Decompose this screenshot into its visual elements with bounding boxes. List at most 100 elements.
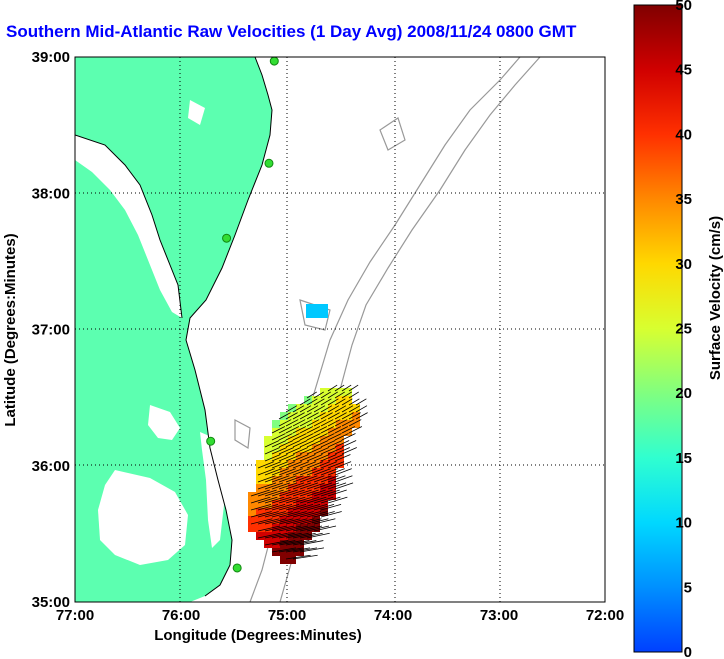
velocity-vector xyxy=(299,525,323,532)
velocity-vector xyxy=(257,503,279,511)
velocity-vector xyxy=(271,503,293,511)
velocity-vector xyxy=(327,433,342,441)
velocity-vector xyxy=(278,440,294,448)
velocity-vector xyxy=(355,412,368,420)
velocity-vector xyxy=(327,461,345,469)
velocity-vector xyxy=(257,525,281,532)
velocity-vector xyxy=(278,503,300,511)
velocity-cell xyxy=(264,476,272,484)
velocity-vector xyxy=(320,503,342,511)
velocity-cell xyxy=(304,452,312,460)
velocity-vector xyxy=(320,447,336,455)
velocity-cell xyxy=(336,436,344,444)
velocity-vector xyxy=(327,489,347,497)
velocity-cell xyxy=(312,500,320,508)
velocity-vector xyxy=(257,518,280,525)
velocity-cell xyxy=(288,548,296,556)
velocity-vector xyxy=(306,419,320,427)
velocity-vector xyxy=(334,398,346,406)
colorbar-tick-label: 50 xyxy=(675,0,692,14)
velocity-vector xyxy=(313,496,334,504)
velocity-vector xyxy=(299,532,323,539)
velocity-vector xyxy=(292,532,316,539)
velocity-vector xyxy=(341,433,356,441)
velocity-vector xyxy=(285,503,307,511)
velocity-vector xyxy=(264,540,289,546)
velocity-cell xyxy=(256,524,264,532)
velocity-vector xyxy=(341,398,353,406)
velocity-vector xyxy=(271,461,289,469)
velocity-cell xyxy=(304,484,312,492)
velocity-vector xyxy=(257,489,277,497)
velocity-vector xyxy=(271,518,294,525)
velocity-vector xyxy=(264,447,280,455)
velocity-vector xyxy=(313,482,333,490)
velocity-vector xyxy=(292,503,314,511)
velocity-cell xyxy=(312,452,320,460)
velocity-vector xyxy=(264,503,286,511)
velocity-vector xyxy=(348,412,361,420)
velocity-vector xyxy=(334,412,347,420)
velocity-cell xyxy=(280,436,288,444)
velocity-vector xyxy=(271,440,287,448)
colorbar-tick-label: 25 xyxy=(675,321,692,338)
velocity-vectors xyxy=(250,384,368,560)
velocity-vector xyxy=(285,489,305,497)
velocity-vector xyxy=(306,475,325,483)
velocity-vector xyxy=(327,475,346,483)
velocity-vector xyxy=(313,511,335,518)
velocity-vector xyxy=(264,496,285,504)
radar-station-marker xyxy=(264,158,274,168)
velocity-cell xyxy=(344,428,352,436)
velocity-vector xyxy=(341,447,357,455)
velocity-vector xyxy=(271,454,288,462)
velocity-vector xyxy=(327,405,340,413)
velocity-vector xyxy=(299,503,321,511)
velocity-vector xyxy=(278,426,293,434)
y-tick-label: 38:00 xyxy=(32,185,70,202)
velocity-vector xyxy=(334,384,345,392)
velocity-vector xyxy=(278,532,302,539)
velocity-vector xyxy=(285,454,302,462)
velocity-vector xyxy=(278,454,295,462)
velocity-vector xyxy=(278,540,303,546)
velocity-vector xyxy=(264,518,287,525)
velocity-vector xyxy=(292,405,305,413)
velocity-vector xyxy=(285,433,300,441)
velocity-cell xyxy=(272,500,280,508)
velocity-vector xyxy=(306,405,319,413)
velocity-cell xyxy=(312,412,320,420)
velocity-vector xyxy=(334,468,352,476)
velocity-vector xyxy=(278,547,304,553)
map-plot-area xyxy=(75,57,605,602)
velocity-vector xyxy=(341,426,356,434)
velocity-vector xyxy=(306,489,326,497)
velocity-vector xyxy=(264,475,283,483)
velocity-cell xyxy=(264,436,272,444)
colorbar-tick-label: 10 xyxy=(675,515,692,532)
velocity-cell xyxy=(280,492,288,500)
velocity-vector xyxy=(292,489,312,497)
velocity-vector xyxy=(299,405,312,413)
velocity-vector xyxy=(264,482,284,490)
velocity-vector xyxy=(327,426,342,434)
velocity-vector xyxy=(285,419,299,427)
velocity-vector xyxy=(306,440,322,448)
colorbar-tick-label: 5 xyxy=(684,579,692,596)
radar-station-marker xyxy=(269,57,279,66)
velocity-vector xyxy=(271,433,286,441)
velocity-cell xyxy=(320,452,328,460)
velocity-vector xyxy=(306,503,328,511)
velocity-vector xyxy=(299,447,315,455)
velocity-cell xyxy=(328,428,336,436)
velocity-cell xyxy=(304,460,312,468)
velocity-cell xyxy=(328,476,336,484)
velocity-vector xyxy=(327,468,345,476)
velocity-cell xyxy=(248,524,256,532)
velocity-vector xyxy=(285,412,298,420)
velocity-cell xyxy=(344,420,352,428)
velocity-cell xyxy=(336,404,344,412)
velocity-vector xyxy=(306,447,322,455)
velocity-vector xyxy=(334,454,351,462)
velocity-vector xyxy=(264,454,281,462)
